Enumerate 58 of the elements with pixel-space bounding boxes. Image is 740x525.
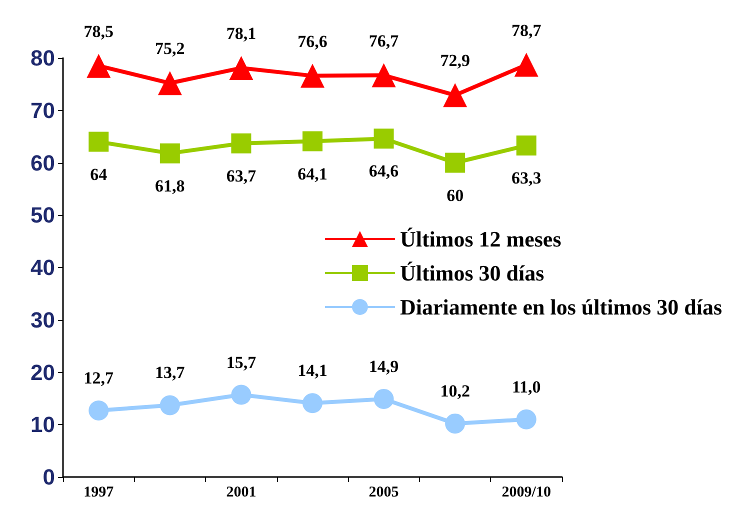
x-tick-label: 1997 (84, 484, 114, 500)
point (229, 56, 254, 80)
point (88, 400, 109, 420)
point (445, 414, 466, 434)
data-label: 76,6 (298, 32, 328, 51)
y-tick-label: 70 (30, 98, 55, 123)
point (231, 384, 252, 405)
data-label: 14,1 (298, 361, 328, 380)
data-label: 76,7 (368, 31, 400, 50)
legend-label: Diariamente en los últimos 30 días (400, 294, 722, 320)
point (514, 52, 538, 77)
data-label: 78,7 (511, 20, 542, 40)
point (231, 133, 252, 154)
point (160, 395, 180, 416)
point (443, 83, 468, 108)
y-tick-label: 80 (30, 46, 55, 70)
y-tick-label: 50 (30, 202, 55, 228)
point (302, 393, 322, 414)
data-label: 63,7 (226, 166, 257, 186)
y-tick-label: 60 (30, 150, 55, 176)
y-tick-label: 40 (30, 255, 55, 280)
x-tick-label: 2001 (226, 484, 256, 500)
x-tick-label: 2005 (368, 484, 399, 500)
y-tick-label: 10 (30, 412, 55, 438)
point (158, 71, 182, 96)
point (88, 132, 109, 152)
y-tick-label: 20 (30, 360, 55, 385)
legend-label: Últimos 30 días (400, 260, 545, 286)
point (302, 131, 322, 152)
data-label: 10,2 (440, 382, 470, 401)
data-label: 63,3 (511, 168, 542, 188)
point (300, 64, 324, 88)
point (516, 135, 536, 156)
data-label: 60 (446, 186, 464, 205)
data-label: 61,8 (155, 176, 185, 196)
data-label: 64,6 (368, 162, 399, 181)
point (516, 409, 536, 430)
data-label: 75,2 (155, 39, 185, 58)
point (374, 128, 394, 149)
x-tick-label: 2009/10 (502, 484, 551, 500)
data-label: 64,1 (298, 164, 328, 184)
point (445, 152, 466, 173)
data-label: 11,0 (512, 377, 541, 396)
legend-label: Últimos 12 meses (400, 226, 562, 252)
y-tick-label: 30 (30, 307, 55, 332)
data-label: 72,9 (440, 51, 470, 70)
point (372, 63, 396, 88)
y-tick-label: 0 (42, 464, 55, 490)
data-label: 14,9 (368, 356, 399, 376)
data-label: 12,7 (84, 368, 114, 388)
point (374, 388, 394, 409)
data-label: 78,1 (226, 24, 256, 43)
data-label: 78,5 (84, 22, 114, 41)
point (86, 54, 111, 78)
data-label: 15,7 (226, 352, 257, 372)
data-label: 13,7 (155, 363, 186, 382)
data-label: 64 (90, 164, 108, 184)
point (160, 143, 180, 164)
